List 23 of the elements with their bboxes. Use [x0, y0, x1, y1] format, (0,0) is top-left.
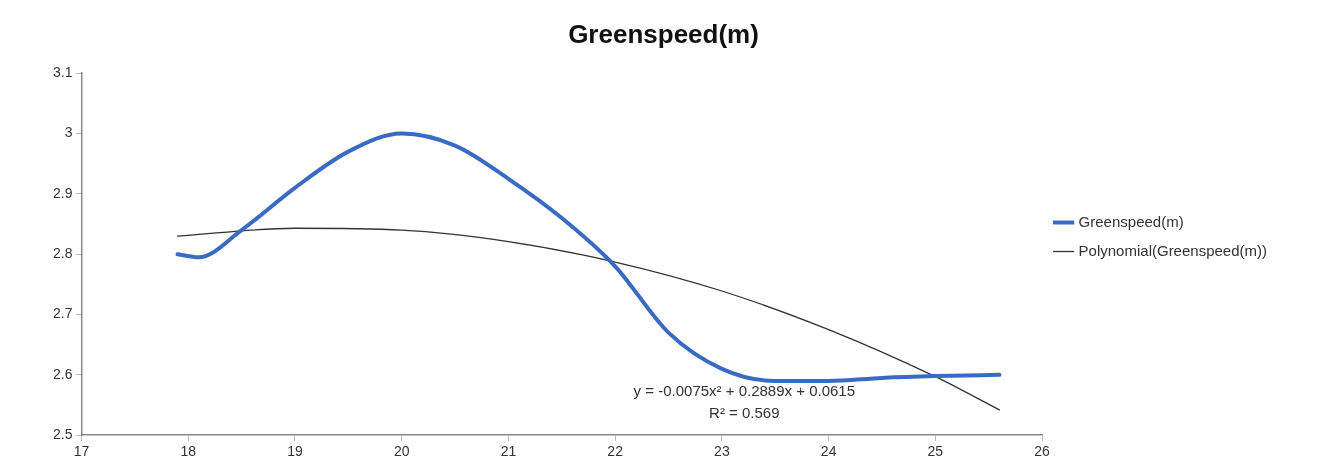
legend-label: Polynomial(Greenspeed(m)) — [1078, 241, 1268, 259]
chart-title: Greenspeed(m) — [568, 18, 759, 49]
x-tick-label: 24 — [820, 443, 837, 460]
y-tick-label: 3 — [64, 124, 73, 141]
annotation: y = -0.0075x² + 0.2889x + 0.0615 — [633, 382, 856, 400]
annotation: R² = 0.569 — [709, 404, 780, 422]
y-tick-label: 2.9 — [52, 184, 73, 201]
x-tick-label: 18 — [180, 443, 197, 460]
x-tick-label: 19 — [287, 443, 303, 460]
x-tick-label: 21 — [500, 443, 517, 460]
x-tick-label: 26 — [1034, 443, 1051, 460]
x-tick-label: 20 — [393, 443, 410, 460]
legend-label: Greenspeed(m) — [1078, 212, 1184, 230]
line-series — [175, 131, 1002, 383]
x-tick-label: 25 — [927, 443, 944, 460]
x-tick-label: 22 — [607, 443, 624, 460]
y-tick-label: 2.6 — [52, 365, 73, 382]
y-tick-label: 2.7 — [52, 305, 73, 322]
y-tick-label: 2.5 — [52, 426, 73, 443]
x-tick-label: 17 — [73, 443, 90, 460]
y-tick-label: 2.8 — [52, 245, 73, 262]
x-tick-label: 23 — [714, 443, 730, 460]
y-tick-label: 3.1 — [52, 64, 73, 81]
